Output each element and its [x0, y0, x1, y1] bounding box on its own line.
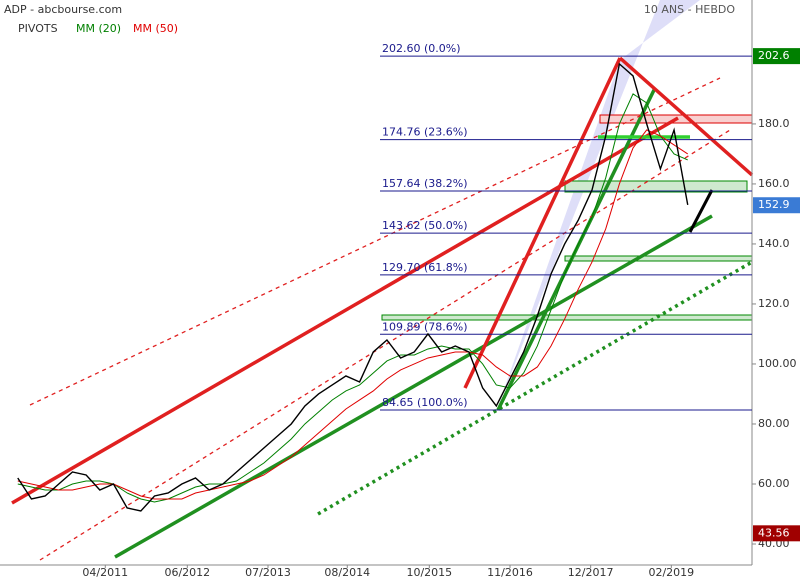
fib-label: 202.60 (0.0%): [382, 42, 461, 55]
y-tick-label: 60.00: [758, 477, 790, 490]
y-tick-label: 120.0: [758, 297, 790, 310]
zone: [381, 314, 753, 321]
price-marker-label: 43.56: [758, 526, 790, 539]
price-marker-label: 152.9: [758, 198, 790, 211]
x-tick-label: 07/2013: [245, 566, 291, 579]
price-marker: [753, 197, 800, 214]
zone: [564, 180, 748, 193]
x-tick-label: 12/2017: [568, 566, 614, 579]
legend-entry: MM (50): [133, 22, 178, 35]
x-tick-label: 11/2016: [487, 566, 533, 579]
fib-label: 143.62 (50.0%): [382, 219, 468, 232]
y-tick-label: 160.0: [758, 177, 790, 190]
price-marker: [753, 48, 800, 65]
fib-label: 157.64 (38.2%): [382, 177, 468, 190]
y-tick-label: 80.00: [758, 417, 790, 430]
fib-label: 174.76 (23.6%): [382, 126, 468, 139]
fib-label: 129.70 (61.8%): [382, 261, 468, 274]
x-tick-label: 06/2012: [164, 566, 210, 579]
price-marker-label: 202.6: [758, 49, 790, 62]
price-line: [17, 62, 689, 512]
x-tick-label: 08/2014: [324, 566, 370, 579]
subtitle: 10 ANS - HEBDO: [644, 3, 735, 16]
y-tick-label: 140.0: [758, 237, 790, 250]
fib-label: 84.65 (100.0%): [382, 396, 468, 409]
moving-average: [17, 93, 688, 503]
fib-label: 109.89 (78.6%): [382, 320, 468, 333]
legend-entry: MM (20): [76, 22, 121, 35]
y-tick-label: 100.00: [758, 357, 797, 370]
x-tick-label: 04/2011: [82, 566, 128, 579]
price-marker: [753, 525, 800, 542]
y-tick-label: 180.0: [758, 117, 790, 130]
chart-title: ADP - abcbourse.com: [4, 3, 122, 16]
x-tick-label: 02/2019: [648, 566, 694, 579]
x-tick-label: 10/2015: [406, 566, 452, 579]
pivots-label: PIVOTS: [18, 22, 58, 35]
moving-average: [17, 129, 689, 500]
